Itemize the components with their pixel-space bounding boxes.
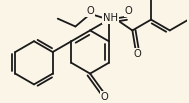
Text: O: O (133, 49, 141, 59)
Text: O: O (101, 92, 109, 102)
Text: O: O (125, 6, 132, 16)
Text: O: O (86, 6, 94, 16)
Text: NH: NH (103, 13, 118, 23)
